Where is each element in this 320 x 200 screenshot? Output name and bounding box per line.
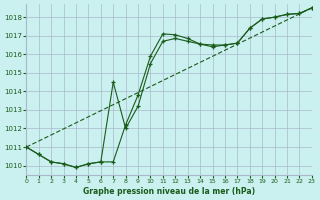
X-axis label: Graphe pression niveau de la mer (hPa): Graphe pression niveau de la mer (hPa) [83, 187, 255, 196]
